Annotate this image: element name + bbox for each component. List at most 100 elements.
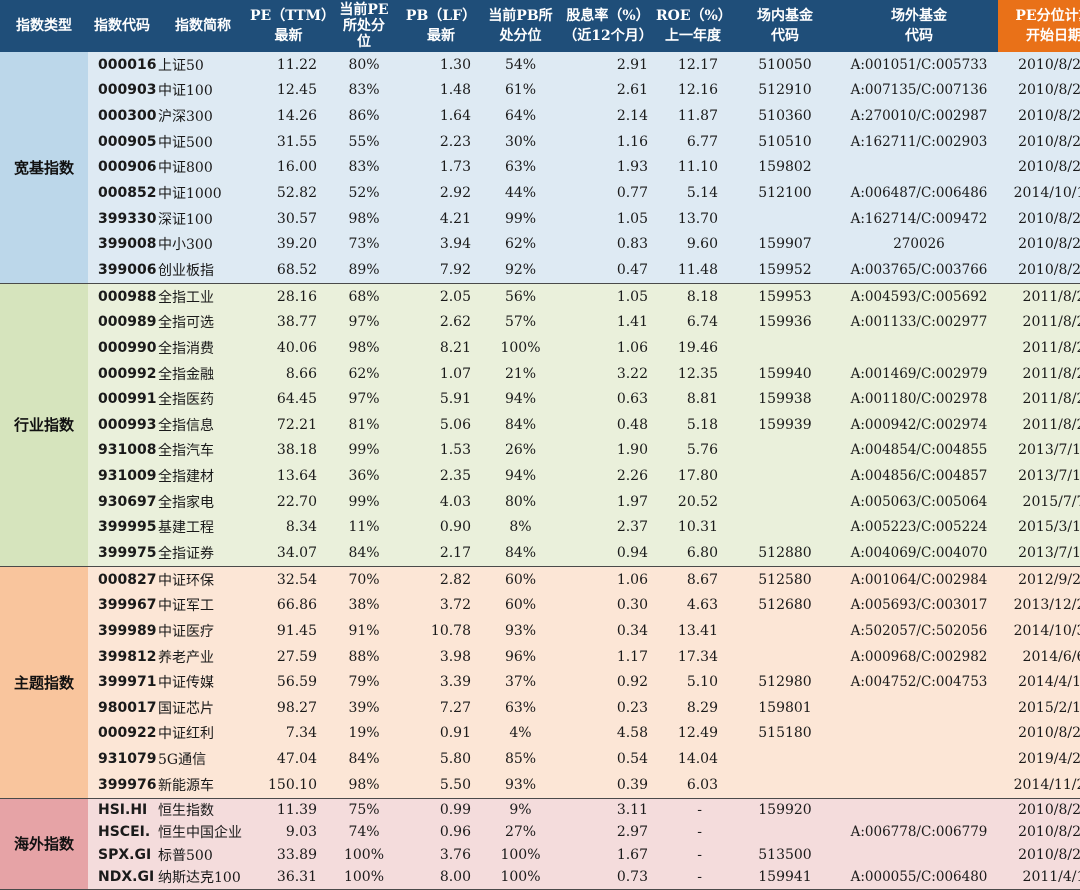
roe-value: 5.18 bbox=[656, 411, 730, 438]
pe-percentile: 75% bbox=[327, 798, 401, 822]
pb-value: 8.00 bbox=[401, 866, 481, 890]
index-name: 沪深300 bbox=[156, 103, 250, 129]
outer-fund-code: A:001064/C:002984 bbox=[840, 566, 998, 593]
roe-value: 11.10 bbox=[656, 154, 730, 181]
pb-value: 1.73 bbox=[401, 154, 481, 181]
pe-value: 8.34 bbox=[250, 514, 327, 541]
pb-value: 5.91 bbox=[401, 386, 481, 412]
pb-value: 1.07 bbox=[401, 360, 481, 387]
pb-percentile: 94% bbox=[481, 386, 560, 412]
pe-start-date: 2015/7/7 bbox=[998, 488, 1080, 515]
pb-percentile: 9% bbox=[481, 798, 560, 822]
pe-start-date: 2011/8/2 bbox=[998, 335, 1080, 361]
inner-fund-code bbox=[730, 437, 840, 464]
outer-fund-code bbox=[840, 771, 998, 799]
inner-fund-code bbox=[730, 335, 840, 361]
pe-percentile: 73% bbox=[327, 231, 401, 258]
pe-start-date: 2010/8/25 bbox=[998, 257, 1080, 284]
pb-percentile: 85% bbox=[481, 746, 560, 772]
pe-value: 11.22 bbox=[250, 52, 327, 78]
group-industry-label: 行业指数 bbox=[0, 283, 88, 567]
pb-value: 0.96 bbox=[401, 821, 481, 844]
dividend-yield: 2.26 bbox=[560, 463, 656, 489]
pb-value: 5.80 bbox=[401, 746, 481, 772]
pb-value: 2.35 bbox=[401, 463, 481, 489]
table-row: 行业指数 000988 全指工业 28.16 68% 2.05 56% 1.05 8.18 159… bbox=[0, 283, 1080, 567]
pb-percentile: 56% bbox=[481, 283, 560, 310]
pe-value: 68.52 bbox=[250, 257, 327, 284]
pe-percentile: 38% bbox=[327, 592, 401, 619]
pb-percentile: 27% bbox=[481, 821, 560, 844]
pb-percentile: 80% bbox=[481, 488, 560, 515]
outer-fund-code: A:004854/C:004855 bbox=[840, 437, 998, 464]
pb-percentile: 44% bbox=[481, 180, 560, 206]
pb-percentile: 8% bbox=[481, 514, 560, 541]
inner-fund-code: 515180 bbox=[730, 720, 840, 747]
table-row: 399967 中证军工 66.86 38% 3.72 60% 0.30 4.63 512680 A… bbox=[0, 592, 1080, 619]
pe-value: 9.03 bbox=[250, 821, 327, 844]
pb-value: 8.21 bbox=[401, 335, 481, 361]
pb-percentile: 64% bbox=[481, 103, 560, 129]
index-code: SPX.GI bbox=[88, 843, 156, 867]
header-index-name: 指数简称 bbox=[156, 0, 250, 52]
roe-value: 6.03 bbox=[656, 771, 730, 799]
roe-value: 13.70 bbox=[656, 205, 730, 232]
table-row: 931079 5G通信 47.04 84% 5.80 85% 0.54 14.04 2019/4… bbox=[0, 746, 1080, 772]
pb-value: 3.76 bbox=[401, 843, 481, 867]
index-code: 000300 bbox=[88, 103, 156, 129]
table-row: 宽基指数 000016 上证50 11.22 80% 1.30 54% 2.91 12.17 51… bbox=[0, 52, 1080, 284]
index-name: 全指可选 bbox=[156, 309, 250, 336]
inner-fund-code: 512880 bbox=[730, 540, 840, 567]
pe-start-date: 2014/6/6 bbox=[998, 643, 1080, 670]
table-row: 000300 沪深300 14.26 86% 1.64 64% 2.14 11.87 51036… bbox=[0, 103, 1080, 129]
dividend-yield: 1.97 bbox=[560, 488, 656, 515]
header-index-type: 指数类型 bbox=[0, 0, 88, 52]
pe-value: 11.39 bbox=[250, 798, 327, 822]
roe-value: - bbox=[656, 798, 730, 822]
pe-value: 14.26 bbox=[250, 103, 327, 129]
pe-percentile: 80% bbox=[327, 52, 401, 78]
table-row: 399976 新能源车 150.10 98% 5.50 93% 0.39 6.03 2014/1… bbox=[0, 771, 1080, 799]
index-code: 000922 bbox=[88, 720, 156, 747]
pb-value: 5.50 bbox=[401, 771, 481, 799]
pe-value: 12.45 bbox=[250, 77, 327, 104]
dividend-yield: 0.39 bbox=[560, 771, 656, 799]
header-roe: ROE（%） 上一年度 bbox=[656, 0, 730, 52]
pb-value: 1.48 bbox=[401, 77, 481, 104]
roe-value: 8.67 bbox=[656, 566, 730, 593]
index-name: 全指建材 bbox=[156, 463, 250, 489]
pe-percentile: 97% bbox=[327, 386, 401, 412]
header-outer-fund-code: 场外基金 代码 bbox=[840, 0, 998, 52]
pe-value: 40.06 bbox=[250, 335, 327, 361]
inner-fund-code: 512910 bbox=[730, 77, 840, 104]
roe-value: 5.10 bbox=[656, 669, 730, 696]
outer-fund-code: A:006487/C:006486 bbox=[840, 180, 998, 206]
pe-percentile: 55% bbox=[327, 128, 401, 155]
pe-percentile: 100% bbox=[327, 866, 401, 890]
pb-value: 7.92 bbox=[401, 257, 481, 284]
pe-start-date: 2010/8/25 bbox=[998, 128, 1080, 155]
table-row: 000903 中证100 12.45 83% 1.48 61% 2.61 12.16 51291… bbox=[0, 77, 1080, 104]
table-row: 930697 全指家电 22.70 99% 4.03 80% 1.97 20.52 A:0050… bbox=[0, 488, 1080, 515]
pe-value: 34.07 bbox=[250, 540, 327, 567]
pe-value: 32.54 bbox=[250, 566, 327, 593]
roe-value: 6.80 bbox=[656, 540, 730, 567]
pe-percentile: 98% bbox=[327, 335, 401, 361]
index-name: 中证传媒 bbox=[156, 669, 250, 696]
index-name: 中证800 bbox=[156, 154, 250, 181]
outer-fund-code: A:000942/C:002974 bbox=[840, 411, 998, 438]
index-name: 纳斯达克100 bbox=[156, 866, 250, 890]
inner-fund-code: 159938 bbox=[730, 386, 840, 412]
pe-percentile: 86% bbox=[327, 103, 401, 129]
outer-fund-code: A:005063/C:005064 bbox=[840, 488, 998, 515]
outer-fund-code: A:004752/C:004753 bbox=[840, 669, 998, 696]
inner-fund-code: 513500 bbox=[730, 843, 840, 867]
inner-fund-code bbox=[730, 771, 840, 799]
pe-start-date: 2010/8/25 bbox=[998, 798, 1080, 822]
index-name: 全指家电 bbox=[156, 488, 250, 515]
dividend-yield: 0.92 bbox=[560, 669, 656, 696]
inner-fund-code bbox=[730, 746, 840, 772]
table-row: 399006 创业板指 68.52 89% 7.92 92% 0.47 11.48 159952… bbox=[0, 257, 1080, 284]
index-name: 新能源车 bbox=[156, 771, 250, 799]
pe-value: 39.20 bbox=[250, 231, 327, 258]
